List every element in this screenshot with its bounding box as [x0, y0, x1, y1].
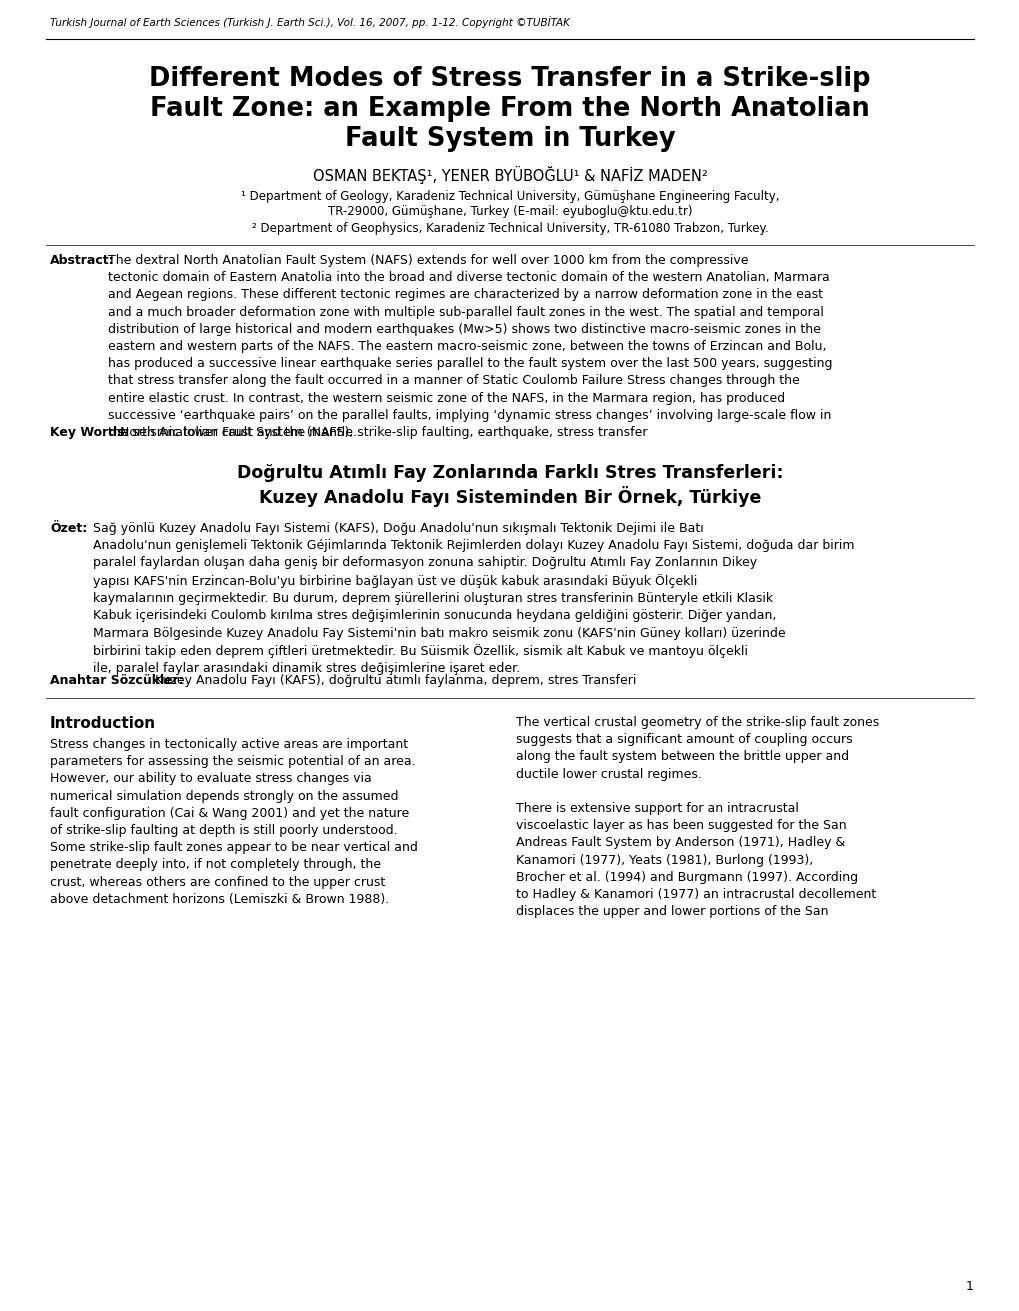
Text: Doğrultu Atımlı Fay Zonlarında Farklı Stres Transferleri:: Doğrultu Atımlı Fay Zonlarında Farklı St…	[236, 464, 783, 482]
Text: The dextral North Anatolian Fault System (NAFS) extends for well over 1000 km fr: The dextral North Anatolian Fault System…	[108, 254, 832, 439]
Text: Anahtar Sözcükler:: Anahtar Sözcükler:	[50, 674, 183, 687]
Text: Sağ yönlü Kuzey Anadolu Fayı Sistemi (KAFS), Doğu Anadolu'nun sıkışmalı Tektonik: Sağ yönlü Kuzey Anadolu Fayı Sistemi (KA…	[93, 522, 854, 675]
Text: ¹ Department of Geology, Karadeniz Technical University, Gümüşhane Engineering F: ¹ Department of Geology, Karadeniz Techn…	[240, 190, 779, 203]
Text: Fault System in Turkey: Fault System in Turkey	[344, 126, 675, 152]
Text: Abstract:: Abstract:	[50, 254, 114, 267]
Text: ² Department of Geophysics, Karadeniz Technical University, TR-61080 Trabzon, Tu: ² Department of Geophysics, Karadeniz Te…	[252, 222, 767, 235]
Text: 1: 1	[965, 1280, 973, 1293]
Text: Özet:: Özet:	[50, 522, 88, 535]
Text: North Anatolian Fault System (NAFS), strike-slip faulting, earthquake, stress tr: North Anatolian Fault System (NAFS), str…	[120, 426, 647, 439]
Text: Introduction: Introduction	[50, 716, 156, 732]
Text: OSMAN BEKTAŞ¹, YENER BYÜBOĞLU¹ & NAFİZ MADEN²: OSMAN BEKTAŞ¹, YENER BYÜBOĞLU¹ & NAFİZ M…	[312, 166, 707, 184]
Text: TR-29000, Gümüşhane, Turkey (E-mail: eyuboglu@ktu.edu.tr): TR-29000, Gümüşhane, Turkey (E-mail: eyu…	[327, 205, 692, 218]
Text: Stress changes in tectonically active areas are important
parameters for assessi: Stress changes in tectonically active ar…	[50, 738, 418, 906]
Text: Key Words:: Key Words:	[50, 426, 129, 439]
Text: The vertical crustal geometry of the strike-slip fault zones
suggests that a sig: The vertical crustal geometry of the str…	[516, 716, 878, 918]
Text: Different Modes of Stress Transfer in a Strike-slip: Different Modes of Stress Transfer in a …	[149, 66, 870, 92]
Text: Kuzey Anadolu Fayı Sisteminden Bir Örnek, Türkiye: Kuzey Anadolu Fayı Sisteminden Bir Örnek…	[259, 486, 760, 507]
Text: Kuzey Anadolu Fayı (KAFS), doğrultu atımlı faylanma, deprem, stres Transferi: Kuzey Anadolu Fayı (KAFS), doğrultu atım…	[155, 674, 636, 687]
Text: Fault Zone: an Example From the North Anatolian: Fault Zone: an Example From the North An…	[150, 96, 869, 122]
Text: Turkish Journal of Earth Sciences (Turkish J. Earth Sci.), Vol. 16, 2007, pp. 1-: Turkish Journal of Earth Sciences (Turki…	[50, 16, 570, 28]
